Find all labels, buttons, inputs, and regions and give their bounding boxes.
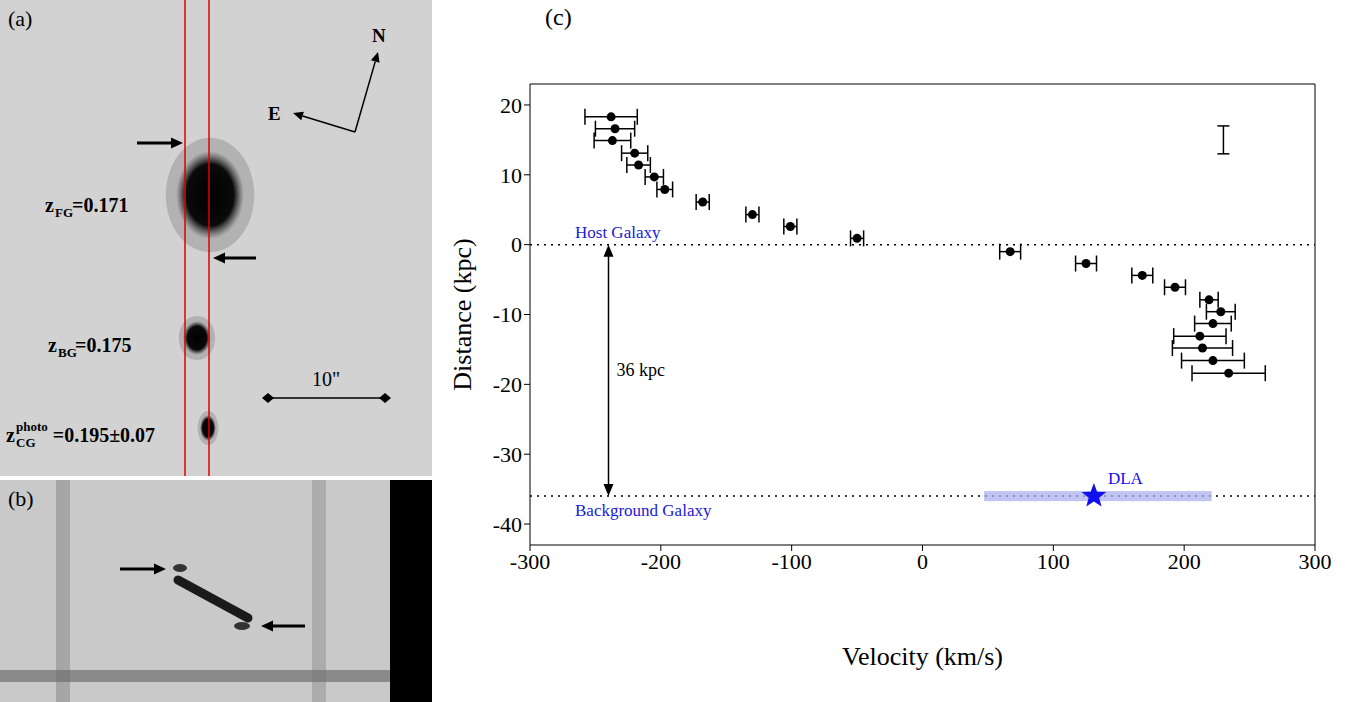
svg-text:200: 200 [1168,549,1201,574]
svg-text:z: z [48,334,57,356]
svg-text:=0.195±0.07: =0.195±0.07 [53,424,155,446]
svg-text:-20: -20 [493,372,522,397]
svg-text:BG: BG [58,345,77,360]
svg-text:=0.171: =0.171 [72,194,128,216]
svg-text:100: 100 [1037,549,1070,574]
svg-text:-100: -100 [772,549,812,574]
svg-text:300: 300 [1299,549,1332,574]
svg-text:0: 0 [917,549,928,574]
svg-text:-10: -10 [493,302,522,327]
svg-text:CG: CG [16,435,36,450]
svg-text:z: z [45,194,54,216]
svg-text:-300: -300 [510,549,550,574]
svg-text:=0.175: =0.175 [75,334,131,356]
svg-text:Background Galaxy: Background Galaxy [575,501,712,520]
svg-text:Velocity (km/s): Velocity (km/s) [842,642,1003,671]
svg-text:-200: -200 [641,549,681,574]
svg-text:(a): (a) [8,6,32,31]
svg-text:Distance (kpc): Distance (kpc) [448,238,477,390]
svg-text:z: z [6,424,15,446]
svg-text:photo: photo [16,419,48,434]
svg-text:10": 10" [312,368,340,390]
svg-text:(b): (b) [8,486,34,511]
svg-text:0: 0 [511,232,522,257]
svg-text:Host Galaxy: Host Galaxy [575,223,661,242]
svg-text:E: E [268,103,281,124]
svg-text:20: 20 [500,93,522,118]
svg-text:DLA: DLA [1108,469,1144,488]
svg-text:-30: -30 [493,442,522,467]
svg-text:10: 10 [500,163,522,188]
svg-text:FG: FG [55,205,73,220]
svg-text:N: N [372,25,386,46]
svg-text:36 kpc: 36 kpc [617,360,666,380]
html-text:(c): (c) [545,4,572,30]
svg-text:-40: -40 [493,512,522,537]
